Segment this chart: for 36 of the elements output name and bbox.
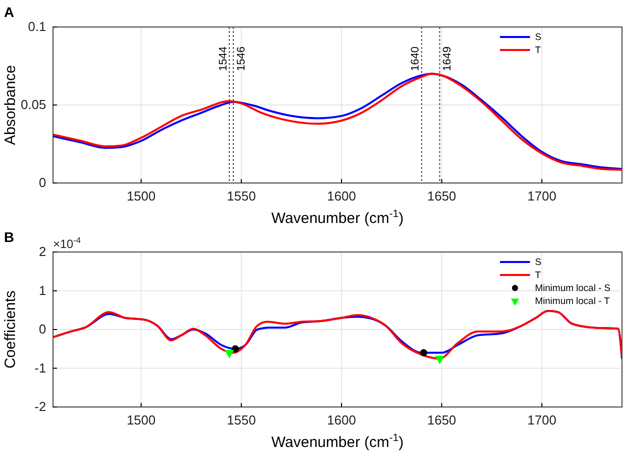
x-tick-label: 1500 [126, 412, 156, 428]
text: ×10$^{-4}$ [53, 235, 82, 251]
y-tick-label: 0.05 [20, 97, 46, 112]
legend-label: S [535, 257, 542, 268]
chart-title: A [4, 4, 14, 20]
y-tick-label: 0.1 [28, 19, 46, 34]
y-tick-label: -1 [34, 360, 46, 376]
legend-label: T [535, 45, 541, 56]
x-tick-label: 1700 [527, 188, 556, 204]
chart-title: B [4, 229, 14, 245]
ref-line-label: 1546 [235, 46, 248, 71]
legend-label: S [535, 32, 542, 43]
ref-line-label: 1544 [217, 46, 230, 71]
x-tick-label: 1650 [427, 412, 456, 428]
x-tick-label: 1650 [427, 188, 456, 204]
y-tick-label: 0 [38, 175, 46, 190]
y-tick-label: 1 [38, 282, 46, 298]
ref-line-label: 1640 [410, 46, 422, 71]
x-axis-title: Wavenumber (cm$^{-1}$) [271, 432, 404, 451]
x-tick-label: 1600 [327, 412, 356, 428]
x-tick-label: 1500 [126, 188, 156, 204]
y-axis-title: Absorbance [2, 64, 19, 146]
x-tick-label: 1550 [226, 412, 256, 428]
x-tick-label: 1600 [327, 188, 356, 204]
legend-label: Minimum local - T [535, 296, 610, 307]
x-tick-label: 1700 [527, 412, 556, 428]
line-series [53, 310, 622, 360]
y-tick-label: 0 [38, 322, 46, 337]
ref-line-label: 1649 [442, 46, 454, 71]
y-axis-title: Coefficients [2, 290, 19, 369]
y-tick-label: -2 [34, 399, 46, 414]
x-tick-label: 1550 [226, 188, 256, 204]
y-tick-label: 2 [38, 244, 46, 260]
legend-label: T [535, 270, 541, 281]
legend-label: Minimum local - S [535, 283, 610, 294]
x-axis-title: Wavenumber (cm$^{-1}$) [271, 208, 404, 227]
